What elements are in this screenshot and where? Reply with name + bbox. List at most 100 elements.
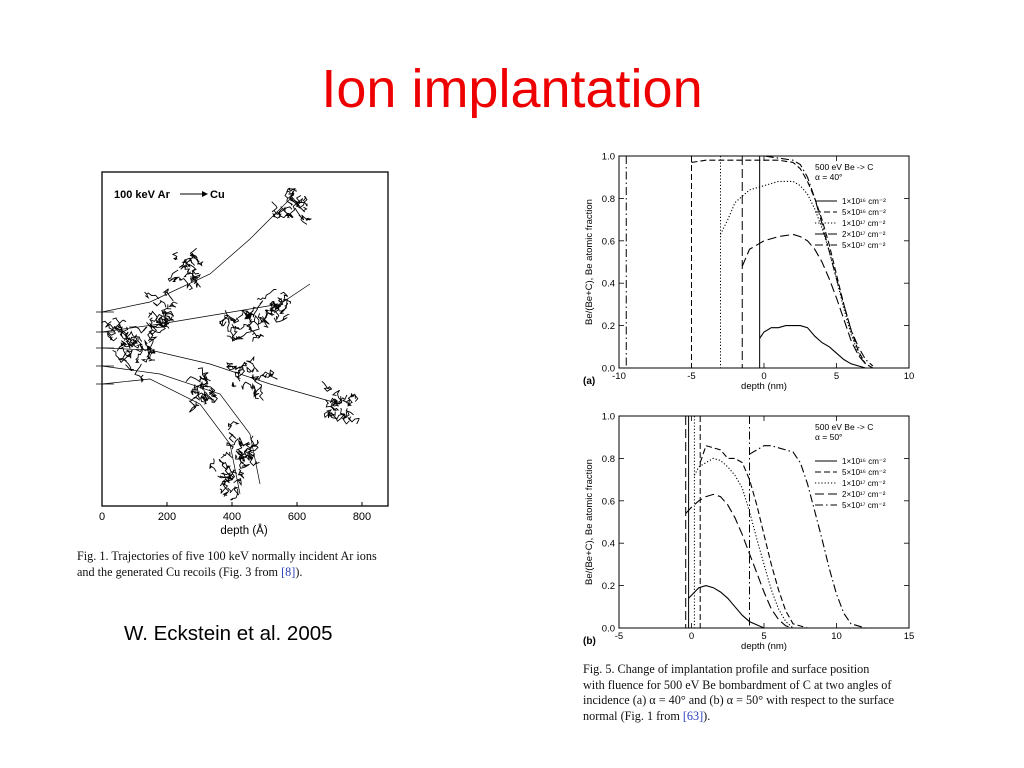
figure-1-caption: Fig. 1. Trajectories of five 100 keV nor… bbox=[77, 549, 422, 580]
legend-entry: 5×10¹⁶ cm⁻² bbox=[842, 468, 886, 477]
trajectory-x-axis: 0 200 400 600 800 bbox=[99, 502, 371, 523]
series-line bbox=[688, 585, 765, 629]
figure-1-caption-text: and the generated Cu recoils (Fig. 3 fro… bbox=[77, 564, 282, 579]
trajectory-paths bbox=[96, 187, 360, 501]
figure-1-caption-tail: ). bbox=[295, 564, 303, 579]
x-tick-label: 600 bbox=[288, 511, 306, 523]
figure-5-caption: Fig. 5. Change of implantation profile a… bbox=[583, 662, 928, 724]
series-line bbox=[693, 457, 794, 629]
x-tick-label: 15 bbox=[904, 631, 915, 642]
recoil-cascade bbox=[101, 317, 148, 364]
series-line bbox=[626, 155, 874, 367]
slide-title: Ion implantation bbox=[321, 59, 703, 119]
y-tick-label: 0.2 bbox=[602, 581, 615, 592]
y-tick-label: 0.6 bbox=[602, 496, 615, 507]
legend-entry: 1×10¹⁶ cm⁻² bbox=[842, 197, 886, 206]
ion-trajectory bbox=[101, 378, 241, 495]
figure-5-caption-line: with fluence for 500 eV Be bombardment o… bbox=[583, 678, 928, 694]
chart-annotation: 500 eV Be -> C bbox=[815, 422, 873, 432]
recoil-cascade bbox=[209, 450, 250, 501]
x-tick-label: 10 bbox=[831, 631, 842, 642]
figure-5-caption-line: incidence (a) α = 40° and (b) α = 50° wi… bbox=[583, 693, 928, 709]
figure-1-caption-text: Fig. 1. Trajectories of five 100 keV nor… bbox=[77, 549, 377, 563]
ion-trajectory bbox=[101, 347, 341, 405]
author-citation: W. Eckstein et al. 2005 bbox=[124, 622, 333, 645]
legend-entry: 1×10¹⁷ cm⁻² bbox=[842, 219, 886, 228]
recoil-cascade bbox=[118, 326, 158, 383]
series-line bbox=[691, 159, 866, 365]
figure-5-caption-tail: ). bbox=[703, 708, 711, 723]
figure-5-caption-line: Fig. 5. Change of implantation profile a… bbox=[583, 662, 928, 678]
figure-5-caption-text: incidence (a) α = 40° and (b) α = 50° wi… bbox=[583, 693, 895, 707]
x-tick-label: 0 bbox=[99, 511, 105, 523]
recoil-cascade bbox=[271, 187, 312, 225]
recoil-cascade bbox=[185, 367, 218, 413]
y-axis-label: Be/(Be+C), Be atomic fraction bbox=[584, 199, 595, 325]
panel-label: (a) bbox=[583, 376, 595, 387]
y-tick-label: 1.0 bbox=[602, 412, 615, 423]
ion-trajectory bbox=[101, 365, 261, 485]
x-tick-label: 5 bbox=[834, 371, 839, 382]
chart-annotation: α = 50° bbox=[815, 432, 842, 442]
trajectory-xlabel: depth (Å) bbox=[220, 524, 267, 537]
y-tick-label: 1.0 bbox=[602, 152, 615, 163]
figure-1-caption-line: and the generated Cu recoils (Fig. 3 fro… bbox=[77, 565, 422, 581]
plot-frame bbox=[618, 155, 910, 369]
y-tick-label: 0.8 bbox=[602, 454, 615, 465]
legend-entry: 1×10¹⁷ cm⁻² bbox=[842, 479, 886, 488]
series-line bbox=[720, 180, 866, 365]
x-tick-label: -5 bbox=[687, 371, 695, 382]
y-tick-label: 0.4 bbox=[602, 539, 615, 550]
y-tick-label: 0.2 bbox=[602, 321, 615, 332]
figure-5-caption-ref-link[interactable]: [63] bbox=[682, 708, 704, 723]
chart-annotation: α = 40° bbox=[815, 172, 842, 182]
y-tick-label: 0.4 bbox=[602, 279, 615, 290]
figure-1-caption-ref-link[interactable]: [8] bbox=[281, 564, 296, 579]
ion-trajectory bbox=[101, 283, 311, 333]
figure-5-caption-text: Fig. 5. Change of implantation profile a… bbox=[583, 662, 870, 676]
x-tick-label: -5 bbox=[615, 631, 623, 642]
arrow-head bbox=[202, 191, 208, 197]
recoil-cascade bbox=[226, 355, 278, 401]
x-tick-label: 10 bbox=[904, 371, 915, 382]
x-tick-label: 800 bbox=[353, 511, 371, 523]
x-tick-label: 400 bbox=[223, 511, 241, 523]
x-tick-label: 5 bbox=[761, 631, 766, 642]
figure-1-caption-line: Fig. 1. Trajectories of five 100 keV nor… bbox=[77, 549, 422, 565]
x-tick-label: 200 bbox=[158, 511, 176, 523]
recoil-cascade bbox=[321, 380, 360, 425]
recoil-cascade bbox=[144, 288, 178, 334]
series-line bbox=[699, 445, 808, 629]
y-tick-label: 0.6 bbox=[602, 236, 615, 247]
trajectory-figure: 100 keV Ar Cu 0 200 400 600 800 depth (Å) bbox=[96, 171, 389, 537]
panel-label: (b) bbox=[583, 636, 596, 647]
series-line bbox=[749, 445, 866, 629]
legend-entry: 1×10¹⁶ cm⁻² bbox=[842, 457, 886, 466]
x-tick-label: 0 bbox=[761, 371, 766, 382]
trajectory-title: 100 keV Ar bbox=[114, 189, 171, 201]
y-tick-label: 0.0 bbox=[602, 364, 615, 375]
trajectory-frame bbox=[101, 171, 389, 507]
profile-chart-a: 0.0 0.2 0.4 0.6 0.8 1.0 -10 -5 0 5 10 depth (nm) Be/… bbox=[583, 152, 915, 393]
series-line bbox=[759, 325, 866, 369]
recoil-cascade bbox=[220, 421, 260, 467]
series-line bbox=[741, 233, 874, 369]
figure-5-caption-text: with fluence for 500 eV Be bombardment o… bbox=[583, 677, 892, 692]
ion-trajectory bbox=[101, 198, 291, 313]
x-tick-label: 0 bbox=[689, 631, 694, 642]
figure-5-caption-line: normal (Fig. 1 from [63]). bbox=[583, 709, 928, 725]
series-line bbox=[685, 493, 794, 629]
x-tick-label: -10 bbox=[612, 371, 626, 382]
y-axis-label: Be/(Be+C), Be atomic fraction bbox=[584, 459, 595, 585]
plot-frame bbox=[618, 415, 910, 629]
legend-entry: 2×10¹⁷ cm⁻² bbox=[842, 230, 886, 239]
x-axis-label: depth (nm) bbox=[741, 641, 787, 652]
y-tick-label: 0.8 bbox=[602, 194, 615, 205]
recoil-cascade bbox=[250, 289, 292, 328]
profile-chart-b: 0.0 0.2 0.4 0.6 0.8 1.0 -5 0 5 10 15 depth (nm) Be/(… bbox=[583, 412, 915, 653]
legend-entry: 5×10¹⁷ cm⁻² bbox=[842, 501, 886, 510]
recoil-cascade bbox=[219, 306, 264, 343]
recoil-cascade bbox=[167, 247, 204, 291]
y-tick-label: 0.0 bbox=[602, 624, 615, 635]
figure-5-caption-text: normal (Fig. 1 from bbox=[583, 708, 683, 723]
